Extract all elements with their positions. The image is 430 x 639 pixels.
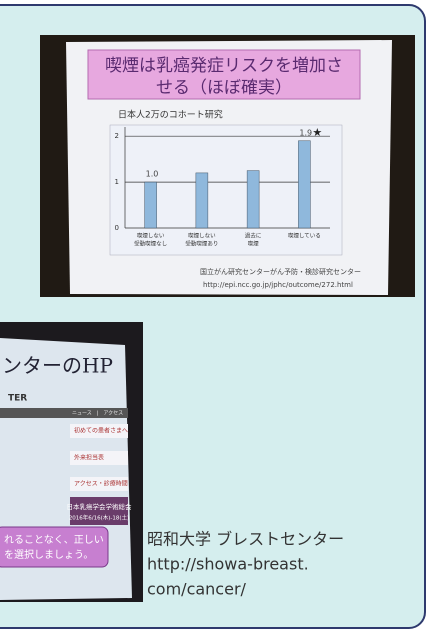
site-logo: TER <box>8 394 27 404</box>
x-tick-label: 喫煙 <box>248 240 260 248</box>
bar <box>145 182 157 228</box>
marker: ★ <box>312 126 322 139</box>
menu-item: 外来担当表 <box>74 454 104 462</box>
x-tick-label: 喫煙しない <box>188 232 216 240</box>
caption: com/cancer/ <box>147 580 247 599</box>
caption: http://showa-breast. <box>147 555 309 574</box>
y-tick-label: 1 <box>115 178 119 186</box>
slide-title: 喫煙は乳癌発症リスクを増加さ <box>105 56 343 76</box>
y-tick-label: 2 <box>115 132 119 140</box>
site-title: ンターのHP <box>2 354 113 378</box>
x-tick-label: 喫煙している <box>288 232 321 240</box>
bar <box>298 141 310 228</box>
x-tick-label: 喫煙しない <box>137 232 165 240</box>
slide-subtitle: 日本人2万のコホート研究 <box>118 109 223 121</box>
menu-item: アクセス・診療時間 <box>74 480 128 488</box>
banner-text: 日本乳癌学会学術総会 <box>67 502 133 511</box>
callout-text: れることなく、正しい <box>4 534 104 546</box>
value-label: 1.9 <box>299 128 312 137</box>
banner-text: 2016年6/16(木)-18(土) <box>69 514 129 522</box>
bar <box>247 171 259 228</box>
page: 喫煙は乳癌発症リスクを増加さ せる（ほぼ確実） 日本人2万のコホート研究 0 1 2… <box>0 0 430 635</box>
callout <box>0 527 108 567</box>
source: 国立がん研究センターがん予防・検診研究センター <box>200 267 361 276</box>
callout-text: を選択しましょう。 <box>4 548 93 561</box>
source: http://epi.ncc.go.jp/jphc/outcome/272.ht… <box>203 281 353 289</box>
bar <box>196 173 208 228</box>
nav: ニュース | アクセス <box>72 411 123 417</box>
caption: 昭和大学 ブレストセンター <box>147 530 344 549</box>
value-label: 1.0 <box>146 170 159 179</box>
x-tick-label: 受動喫煙あり <box>185 240 218 248</box>
x-tick-label: 過去に <box>245 232 262 240</box>
x-tick-label: 受動喫煙なし <box>134 240 167 248</box>
slide-title: せる（ほぼ確実） <box>156 78 292 98</box>
menu-item: 初めての患者さまへ <box>74 427 128 435</box>
y-tick-label: 0 <box>115 224 119 232</box>
